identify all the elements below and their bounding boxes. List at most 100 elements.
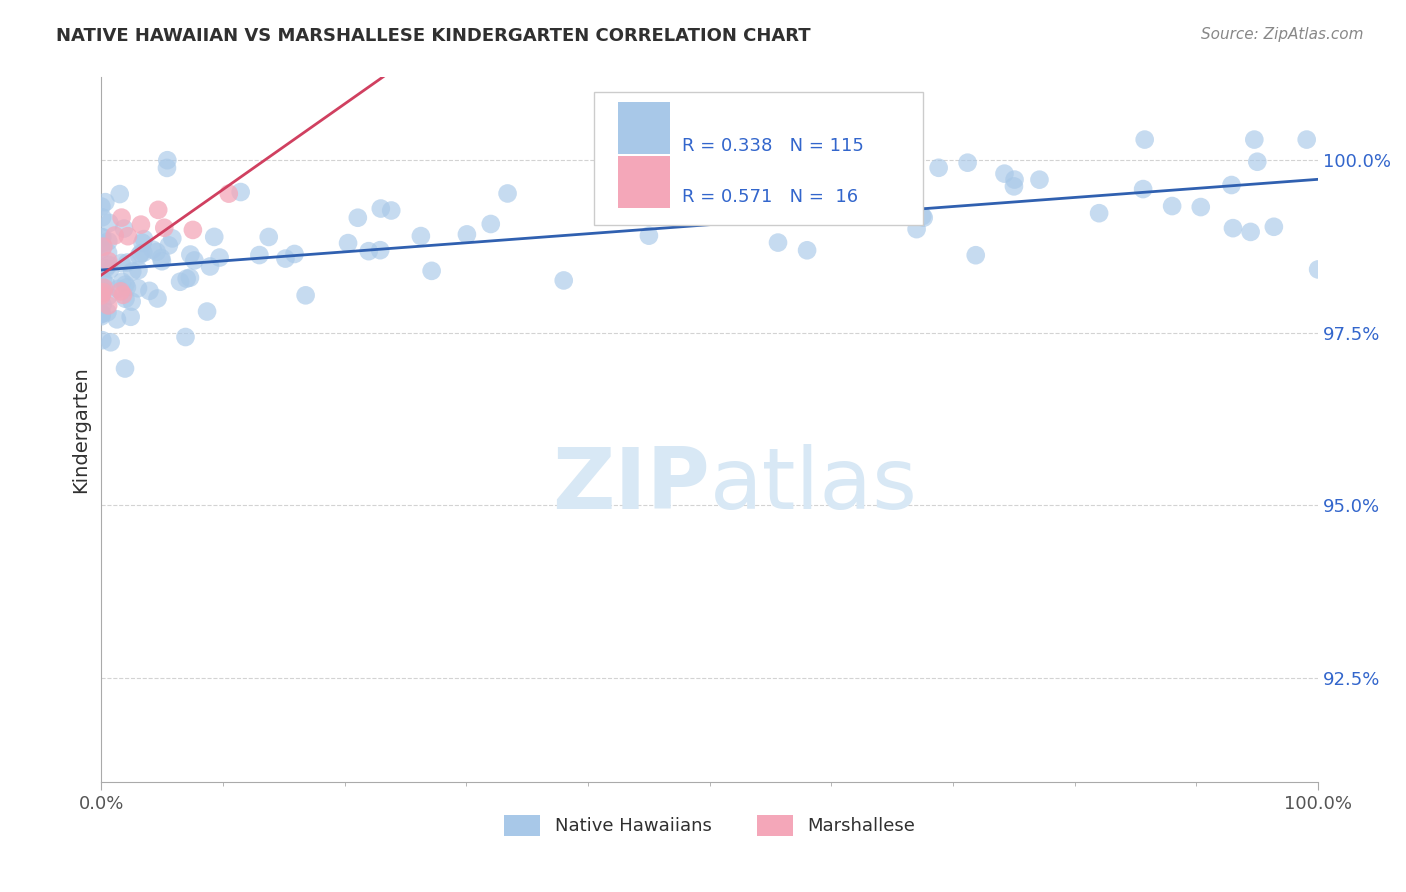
- Point: [110, 211, 132, 225]
- Point: [218, 186, 240, 201]
- Point: [90, 230, 112, 244]
- Text: atlas: atlas: [710, 444, 918, 527]
- Point: [128, 249, 150, 263]
- Point: [1220, 178, 1243, 192]
- Point: [993, 167, 1015, 181]
- Point: [121, 264, 143, 278]
- Point: [97, 235, 120, 249]
- Point: [169, 275, 191, 289]
- Point: [148, 202, 170, 217]
- Point: [638, 228, 661, 243]
- Point: [1004, 172, 1026, 186]
- Point: [1133, 132, 1156, 146]
- Point: [91, 211, 114, 225]
- Point: [98, 216, 121, 230]
- Point: [912, 211, 935, 225]
- Point: [456, 227, 478, 242]
- Point: [96, 305, 118, 319]
- Point: [129, 218, 152, 232]
- Point: [131, 235, 153, 250]
- Point: [195, 304, 218, 318]
- Point: [179, 270, 201, 285]
- Point: [104, 228, 127, 243]
- Point: [845, 196, 868, 211]
- Point: [553, 273, 575, 287]
- Point: [120, 310, 142, 324]
- Point: [94, 261, 117, 276]
- Point: [91, 285, 114, 300]
- FancyBboxPatch shape: [595, 92, 922, 226]
- Point: [91, 273, 114, 287]
- Point: [911, 209, 934, 223]
- Point: [294, 288, 316, 302]
- Point: [97, 258, 120, 272]
- Point: [90, 288, 112, 302]
- Point: [112, 288, 135, 302]
- Point: [114, 361, 136, 376]
- Point: [90, 200, 112, 214]
- Point: [91, 230, 114, 244]
- Point: [93, 239, 115, 253]
- Point: [956, 155, 979, 169]
- Point: [105, 312, 128, 326]
- Point: [90, 236, 112, 251]
- Point: [132, 245, 155, 260]
- Text: ZIP: ZIP: [553, 444, 710, 527]
- Point: [127, 281, 149, 295]
- Point: [121, 294, 143, 309]
- Point: [156, 161, 179, 175]
- Point: [380, 203, 402, 218]
- Point: [1189, 200, 1212, 214]
- Point: [96, 277, 118, 292]
- Point: [370, 202, 392, 216]
- Point: [283, 247, 305, 261]
- Point: [107, 282, 129, 296]
- Point: [174, 330, 197, 344]
- Point: [183, 253, 205, 268]
- Point: [1263, 219, 1285, 234]
- Point: [1308, 262, 1330, 277]
- Point: [766, 235, 789, 250]
- Point: [247, 248, 270, 262]
- Point: [91, 298, 114, 312]
- Point: [114, 277, 136, 292]
- Point: [1088, 206, 1111, 220]
- Point: [112, 221, 135, 235]
- Point: [150, 254, 173, 268]
- Point: [142, 243, 165, 257]
- Point: [91, 333, 114, 347]
- Point: [94, 195, 117, 210]
- Point: [420, 264, 443, 278]
- Point: [150, 251, 173, 265]
- Point: [153, 220, 176, 235]
- Point: [117, 255, 139, 269]
- Point: [90, 286, 112, 301]
- Point: [1243, 132, 1265, 146]
- Text: R = 0.338   N = 115: R = 0.338 N = 115: [682, 137, 863, 155]
- Point: [1028, 172, 1050, 186]
- Point: [965, 248, 987, 262]
- Point: [1161, 199, 1184, 213]
- Point: [274, 252, 297, 266]
- Text: NATIVE HAWAIIAN VS MARSHALLESE KINDERGARTEN CORRELATION CHART: NATIVE HAWAIIAN VS MARSHALLESE KINDERGAR…: [56, 27, 811, 45]
- Point: [1295, 132, 1317, 146]
- Point: [146, 292, 169, 306]
- Point: [97, 289, 120, 303]
- Point: [1239, 225, 1261, 239]
- Point: [346, 211, 368, 225]
- Point: [368, 243, 391, 257]
- Point: [100, 335, 122, 350]
- Point: [90, 307, 112, 321]
- Point: [145, 244, 167, 259]
- Point: [156, 153, 179, 168]
- Point: [90, 284, 112, 298]
- Point: [90, 310, 112, 324]
- Point: [129, 246, 152, 260]
- Point: [127, 263, 149, 277]
- Point: [179, 247, 201, 261]
- Point: [229, 185, 252, 199]
- Point: [97, 298, 120, 312]
- Point: [337, 236, 360, 251]
- Point: [479, 217, 502, 231]
- Point: [110, 256, 132, 270]
